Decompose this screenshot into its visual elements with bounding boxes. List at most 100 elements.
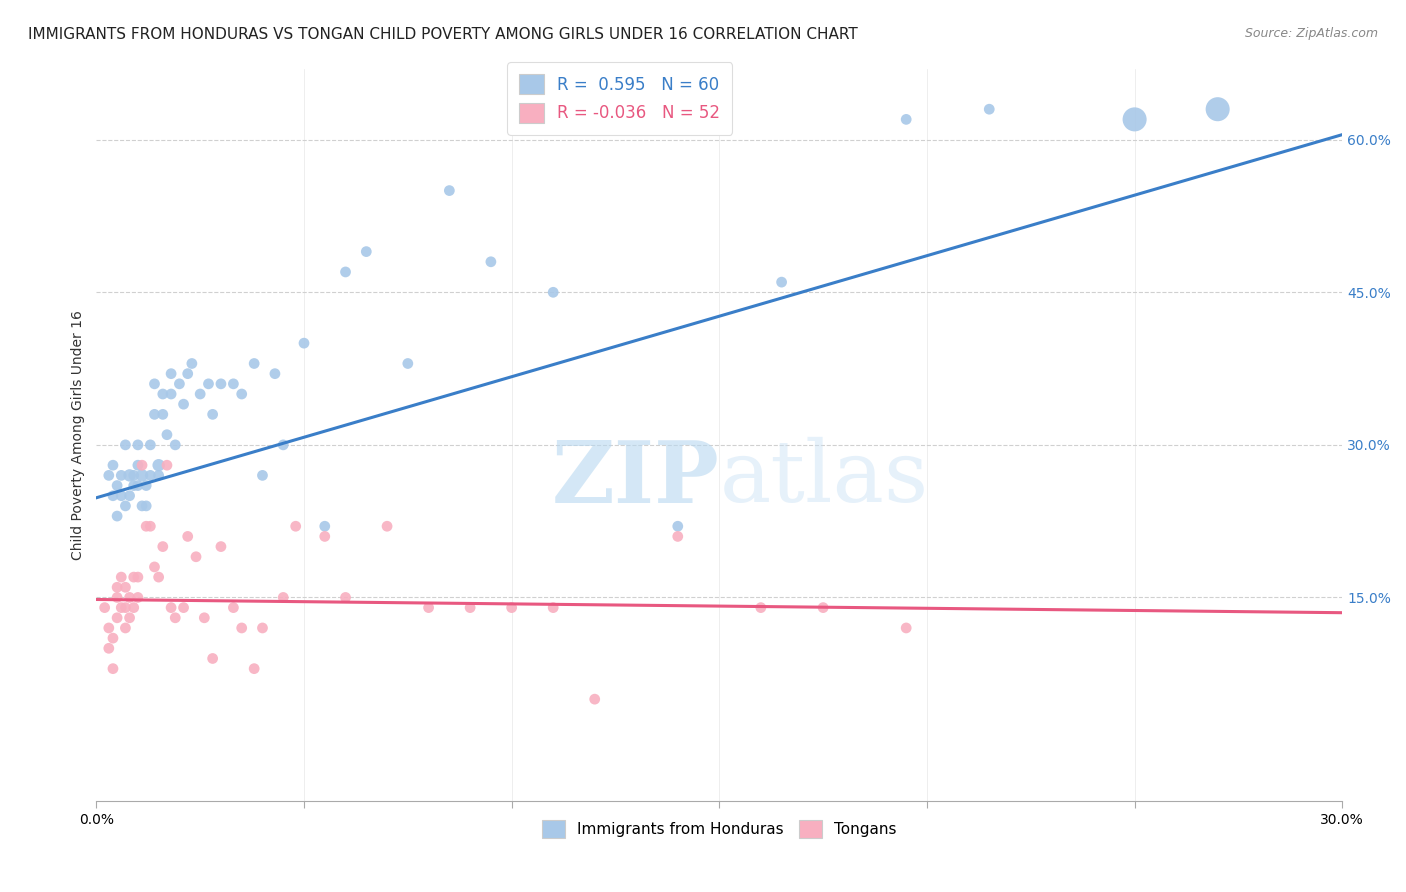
Point [896,112,918,127]
Point [231,621,253,635]
Point [173,397,195,411]
Point [105,509,128,524]
Point [209,540,232,554]
Point [135,499,157,513]
Point [101,662,124,676]
Point [143,408,166,422]
Point [131,499,153,513]
Point [160,367,183,381]
Point [101,458,124,473]
Point [458,600,481,615]
Point [139,438,162,452]
Point [169,376,191,391]
Point [209,376,232,391]
Point [396,357,419,371]
Point [127,570,149,584]
Point [292,336,315,351]
Point [135,478,157,492]
Point [110,570,132,584]
Point [152,408,174,422]
Point [243,357,266,371]
Point [896,621,918,635]
Legend: Immigrants from Honduras, Tongans: Immigrants from Honduras, Tongans [536,814,903,845]
Point [1206,102,1229,116]
Point [148,458,170,473]
Y-axis label: Child Poverty Among Girls Under 16: Child Poverty Among Girls Under 16 [72,310,86,559]
Point [139,468,162,483]
Point [165,611,187,625]
Point [335,591,357,605]
Point [160,387,183,401]
Point [160,600,183,615]
Point [122,468,145,483]
Point [243,662,266,676]
Point [156,458,179,473]
Point [749,600,772,615]
Text: Source: ZipAtlas.com: Source: ZipAtlas.com [1244,27,1378,40]
Point [541,285,564,300]
Point [335,265,357,279]
Point [105,478,128,492]
Point [139,519,162,533]
Point [110,489,132,503]
Point [97,641,120,656]
Point [201,408,224,422]
Point [118,468,141,483]
Text: atlas: atlas [720,437,928,520]
Point [479,254,502,268]
Point [1123,112,1146,127]
Point [114,600,136,615]
Point [131,468,153,483]
Point [127,458,149,473]
Point [375,519,398,533]
Point [148,468,170,483]
Point [252,468,274,483]
Point [105,580,128,594]
Point [356,244,378,259]
Point [184,549,207,564]
Point [314,519,336,533]
Point [418,600,440,615]
Point [284,519,307,533]
Point [165,438,187,452]
Point [114,438,136,452]
Point [122,600,145,615]
Point [114,621,136,635]
Point [583,692,606,706]
Point [152,540,174,554]
Point [271,591,294,605]
Point [93,600,115,615]
Point [118,611,141,625]
Point [127,591,149,605]
Point [197,376,219,391]
Point [666,529,689,543]
Point [188,387,211,401]
Point [118,489,141,503]
Point [666,519,689,533]
Point [501,600,523,615]
Point [222,600,245,615]
Point [541,600,564,615]
Point [97,621,120,635]
Point [101,489,124,503]
Point [127,438,149,452]
Point [264,367,287,381]
Point [122,570,145,584]
Point [105,591,128,605]
Point [122,478,145,492]
Text: ZIP: ZIP [551,437,720,521]
Point [127,478,149,492]
Point [110,468,132,483]
Point [439,184,461,198]
Point [979,102,1001,116]
Point [177,367,200,381]
Point [101,631,124,645]
Point [114,499,136,513]
Point [231,387,253,401]
Point [770,275,793,289]
Point [110,600,132,615]
Point [271,438,294,452]
Point [193,611,215,625]
Point [152,387,174,401]
Point [135,519,157,533]
